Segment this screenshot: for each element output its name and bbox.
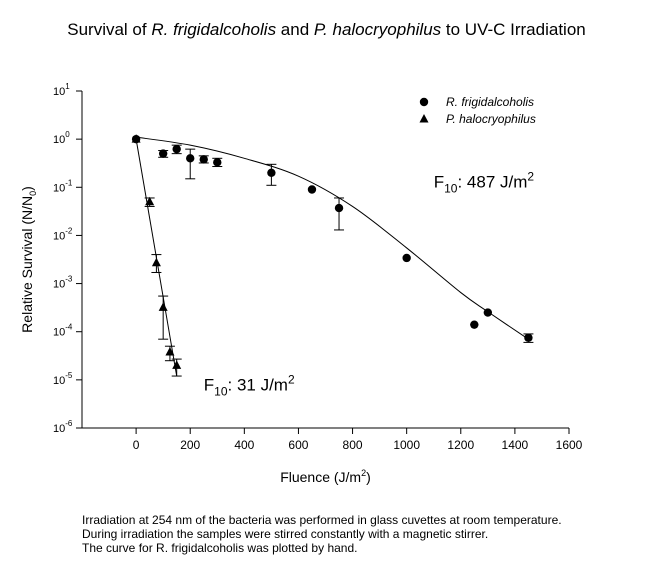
y-tick-label: 10-6: [53, 419, 73, 435]
y-tick-exponent: -3: [65, 275, 73, 284]
x-axis-label-sup: 2: [361, 468, 366, 478]
x-tick-label: 600: [288, 438, 308, 452]
title-species-2: P. halocryophilus: [313, 20, 442, 39]
x-tick-label: 800: [343, 438, 363, 452]
x-axis-label: Fluence (J/m2): [280, 468, 371, 485]
y-tick-label: 100: [53, 130, 70, 146]
annotation-text: : 31 J/m: [228, 376, 288, 395]
data-point-r-frigidalcoholis: [334, 203, 344, 213]
x-axis-label-text: Fluence (J/m: [280, 469, 361, 485]
data-point-r-frigidalcoholis: [158, 149, 168, 158]
annotation-subscript: 10: [444, 181, 458, 195]
y-tick-base: 10: [53, 375, 65, 387]
survival-chart: 0 200 400 600 800 1000 1200 1400 160010-610-510-…: [19, 82, 583, 485]
annotation-f10-ph: F10: 31 J/m2: [204, 373, 295, 399]
x-tick-label: 1000: [393, 438, 420, 452]
y-tick-exponent: -1: [65, 178, 73, 187]
title-suffix: to UV-C Irradiation: [441, 20, 586, 39]
data-point-r-frigidalcoholis: [199, 155, 208, 164]
y-tick-exponent: 1: [65, 82, 70, 91]
chart-title: Survival of R. frigidalcoholis and P. ha…: [0, 20, 653, 40]
y-tick-base: 10: [53, 279, 65, 291]
x-tick-label: 0: [133, 438, 140, 452]
legend-label-r-frigidalcoholis: R. frigidalcoholis: [446, 95, 534, 109]
fit-curve-r-frigidalcoholis: [136, 136, 529, 340]
data-point-p-halocryophilus: [158, 302, 168, 311]
y-tick-label: 10-5: [53, 371, 73, 387]
x-tick-label: 1600: [556, 438, 583, 452]
legend-label-p-halocryophilus: P. halocryophilus: [446, 112, 536, 126]
y-tick-exponent: 0: [65, 130, 70, 139]
annotation-superscript: 2: [288, 373, 295, 387]
y-tick-base: 10: [53, 327, 65, 339]
data-point-r-frigidalcoholis: [186, 154, 195, 163]
data-point-r-frigidalcoholis: [524, 333, 533, 342]
data-point-p-halocryophilus: [151, 257, 161, 267]
y-tick-base: 10: [53, 86, 65, 98]
caption-line-2: During irradiation the samples were stir…: [82, 527, 489, 541]
data-point-r-frigidalcoholis: [402, 253, 411, 263]
y-tick-exponent: -2: [65, 226, 73, 235]
annotation-superscript: 2: [527, 169, 534, 183]
y-tick-base: 10: [53, 230, 65, 242]
y-tick-label: 101: [53, 82, 70, 98]
annotation-f10-rf: F10: 487 J/m2: [434, 169, 535, 195]
y-tick-label: 10-1: [53, 178, 73, 194]
annotation-base: F: [204, 376, 214, 395]
annotation-text: : 487 J/m: [457, 172, 527, 191]
y-axis-label-close: ): [19, 186, 35, 191]
x-tick-label: 1400: [502, 438, 529, 452]
y-tick-base: 10: [53, 134, 65, 146]
data-point-r-frigidalcoholis: [267, 168, 276, 177]
title-middle: and: [276, 20, 314, 39]
title-prefix: Survival of: [67, 20, 152, 39]
y-tick-label: 10-3: [53, 275, 73, 291]
x-tick-label: 1200: [447, 438, 474, 452]
data-point-p-halocryophilus: [172, 360, 182, 369]
y-tick-exponent: -6: [65, 419, 73, 428]
y-tick-exponent: -4: [65, 323, 73, 332]
x-tick-label: 200: [180, 438, 200, 452]
legend-marker-r-frigidalcoholis: [419, 97, 429, 107]
data-point-r-frigidalcoholis: [307, 185, 317, 194]
data-point-r-frigidalcoholis: [470, 320, 479, 329]
data-point-p-halocryophilus: [131, 134, 141, 143]
y-tick-base: 10: [53, 423, 65, 435]
x-tick-label: 400: [234, 438, 254, 452]
title-species-1: R. frigidalcoholis: [151, 20, 277, 39]
y-axis-label: Relative Survival (N/N0): [19, 186, 38, 333]
y-axis-label-text: Relative Survival (N/N: [19, 196, 35, 333]
annotation-base: F: [434, 172, 444, 191]
data-point-r-frigidalcoholis: [172, 144, 181, 154]
data-point-p-halocryophilus: [165, 346, 175, 356]
data-point-r-frigidalcoholis: [213, 158, 222, 167]
y-tick-label: 10-2: [53, 226, 73, 242]
caption-line-3: The curve for R. frigidalcoholis was plo…: [82, 541, 358, 555]
y-tick-exponent: -5: [65, 371, 73, 380]
y-tick-base: 10: [53, 182, 65, 194]
legend-marker-p-halocryophilus: [419, 114, 429, 123]
caption-line-1: Irradiation at 254 nm of the bacteria wa…: [82, 513, 562, 527]
x-axis-label-close: ): [366, 469, 371, 485]
figure-caption: Irradiation at 254 nm of the bacteria wa…: [82, 513, 562, 555]
y-tick-label: 10-4: [53, 323, 73, 339]
data-point-p-halocryophilus: [145, 196, 155, 206]
y-axis-label-sub: 0: [28, 191, 38, 196]
data-point-r-frigidalcoholis: [483, 308, 493, 317]
annotation-subscript: 10: [214, 385, 228, 399]
